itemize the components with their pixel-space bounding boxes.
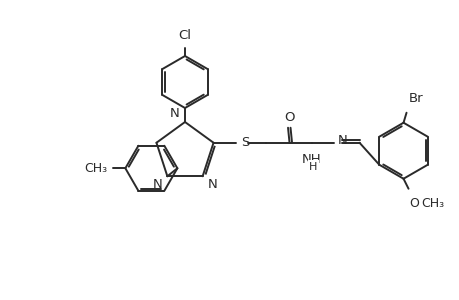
Text: H: H bbox=[308, 162, 317, 172]
Text: S: S bbox=[241, 136, 249, 149]
Text: O: O bbox=[409, 197, 419, 210]
Text: Cl: Cl bbox=[178, 29, 191, 42]
Text: O: O bbox=[284, 111, 294, 124]
Text: N: N bbox=[337, 134, 347, 147]
Text: N: N bbox=[207, 178, 217, 191]
Text: NH: NH bbox=[302, 155, 322, 168]
Text: CH₃: CH₃ bbox=[84, 162, 107, 175]
Text: NH: NH bbox=[301, 153, 321, 166]
Text: CH₃: CH₃ bbox=[420, 197, 444, 210]
Text: Br: Br bbox=[408, 92, 422, 105]
Text: H: H bbox=[308, 163, 316, 176]
Text: N: N bbox=[152, 178, 162, 191]
Text: N: N bbox=[170, 107, 179, 120]
